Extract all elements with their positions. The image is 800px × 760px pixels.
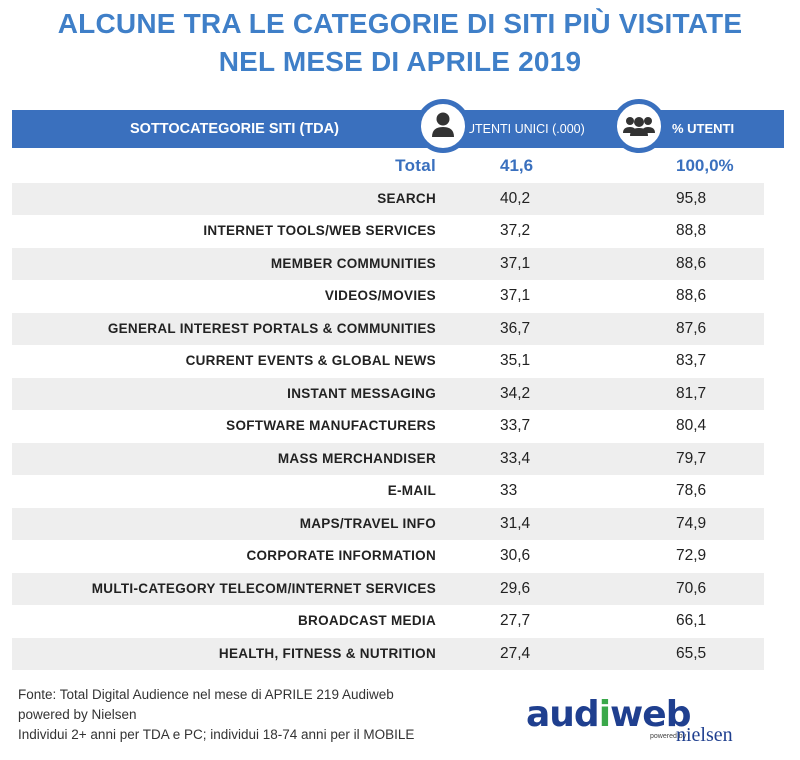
table-row: SEARCH 40,2 95,8 (12, 182, 764, 215)
row-unique-users: 41,6 (500, 156, 534, 175)
row-pct-users: 88,8 (676, 222, 707, 239)
row-label: Total (395, 156, 436, 175)
row-pct-users: 95,8 (676, 189, 707, 207)
row-pct-users: 87,6 (676, 319, 707, 337)
row-label: INSTANT MESSAGING (287, 385, 436, 401)
source-note-powered: powered by Nielsen (18, 707, 137, 722)
total-row: Total 41,6 100,0% (12, 150, 764, 182)
row-label: SOFTWARE MANUFACTURERS (226, 418, 436, 433)
table-row: CORPORATE INFORMATION 30,6 72,9 (12, 540, 764, 572)
row-pct-users: 70,6 (676, 579, 707, 597)
row-unique-users: 37,1 (500, 287, 531, 304)
title-line-1: ALCUNE TRA LE CATEGORIE DI SITI PIÙ VISI… (57, 8, 743, 39)
row-label: MAPS/TRAVEL INFO (299, 515, 436, 531)
header-col-subcategory: SOTTOCATEGORIE SITI (TDA) (130, 121, 339, 137)
row-unique-users: 37,1 (500, 254, 531, 272)
row-unique-users: 36,7 (500, 319, 531, 337)
header-col-pct-users: % UTENTI (672, 121, 735, 136)
row-pct-users: 79,7 (676, 449, 707, 467)
row-unique-users: 27,4 (500, 644, 531, 662)
table-row: HEALTH, FITNESS & NUTRITION 27,4 65,5 (12, 637, 764, 670)
row-pct-users: 100,0% (676, 156, 734, 175)
row-label: VIDEOS/MOVIES (324, 288, 436, 303)
row-pct-users: 88,6 (676, 254, 707, 272)
source-note: Fonte: Total Digital Audience nel mese d… (18, 687, 394, 702)
audiweb-logo: audiweb (526, 694, 692, 735)
user-icon (416, 99, 470, 153)
row-pct-users: 88,6 (676, 287, 707, 304)
methodology-note: Individui 2+ anni per TDA e PC; individu… (18, 727, 415, 742)
row-pct-users: 78,6 (676, 482, 707, 499)
row-unique-users: 35,1 (500, 352, 531, 369)
row-unique-users: 37,2 (500, 222, 531, 239)
row-unique-users: 31,4 (500, 514, 531, 532)
row-unique-users: 40,2 (500, 189, 531, 207)
table-row: BROADCAST MEDIA 27,7 66,1 (12, 605, 764, 637)
row-label: INTERNET TOOLS/WEB SERVICES (203, 223, 436, 238)
row-unique-users: 30,6 (500, 547, 531, 564)
row-label: MULTI-CATEGORY TELECOM/INTERNET SERVICES (91, 580, 436, 596)
row-label: BROADCAST MEDIA (298, 613, 436, 628)
table-row: SOFTWARE MANUFACTURERS 33,7 80,4 (12, 410, 764, 442)
table-row: MEMBER COMMUNITIES 37,1 88,6 (12, 247, 764, 280)
row-label: E-MAIL (387, 483, 436, 498)
table-row: MULTI-CATEGORY TELECOM/INTERNET SERVICES… (12, 572, 764, 605)
row-pct-users: 74,9 (676, 514, 707, 532)
row-unique-users: 33 (500, 482, 518, 499)
table-row: INTERNET TOOLS/WEB SERVICES 37,2 88,8 (12, 215, 764, 247)
row-pct-users: 83,7 (676, 352, 707, 369)
row-pct-users: 81,7 (676, 384, 707, 402)
row-pct-users: 66,1 (676, 612, 707, 629)
row-unique-users: 29,6 (500, 579, 531, 597)
row-unique-users: 33,4 (500, 449, 531, 467)
nielsen-logo: nielsen (676, 724, 733, 746)
row-unique-users: 34,2 (500, 384, 531, 402)
table-row: INSTANT MESSAGING 34,2 81,7 (12, 377, 764, 410)
row-label: CORPORATE INFORMATION (246, 548, 436, 563)
row-pct-users: 72,9 (676, 547, 707, 564)
row-label: CURRENT EVENTS & GLOBAL NEWS (185, 353, 436, 368)
table-row: CURRENT EVENTS & GLOBAL NEWS 35,1 83,7 (12, 345, 764, 377)
table-row: GENERAL INTEREST PORTALS & COMMUNITIES 36… (12, 312, 764, 345)
row-unique-users: 33,7 (500, 417, 531, 434)
table-row: MASS MERCHANDISER 33,4 79,7 (12, 442, 764, 475)
row-label: MASS MERCHANDISER (277, 450, 436, 466)
powered-by-text: powered by (650, 733, 687, 740)
row-pct-users: 80,4 (676, 417, 707, 434)
row-label: MEMBER COMMUNITIES (270, 255, 436, 271)
table-row: E-MAIL 33 78,6 (12, 475, 764, 507)
row-label: SEARCH (377, 190, 436, 206)
row-pct-users: 65,5 (676, 644, 707, 662)
table-row: MAPS/TRAVEL INFO 31,4 74,9 (12, 507, 764, 540)
table-row: VIDEOS/MOVIES 37,1 88,6 (12, 280, 764, 312)
row-label: GENERAL INTEREST PORTALS & COMMUNITIES (107, 320, 436, 336)
title-line-2: NEL MESE DI APRILE 2019 (218, 46, 582, 77)
row-unique-users: 27,7 (500, 612, 531, 629)
row-label: HEALTH, FITNESS & NUTRITION (218, 645, 436, 661)
header-col-unique-users: UTENTI UNICI (.000) (466, 122, 585, 136)
group-icon (612, 99, 666, 153)
